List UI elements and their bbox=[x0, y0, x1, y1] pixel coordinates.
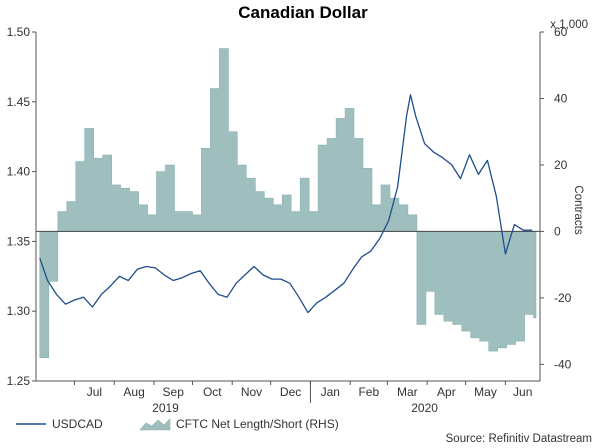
chart-title: Canadian Dollar bbox=[238, 3, 368, 22]
right-tick-label: 60 bbox=[554, 25, 568, 39]
x-year-label: 2020 bbox=[411, 401, 438, 415]
x-month-label: Aug bbox=[123, 385, 144, 399]
x-month-label: Nov bbox=[241, 385, 262, 399]
x-month-label: Sep bbox=[163, 385, 185, 399]
rhs-axis-label: Contracts bbox=[572, 185, 584, 234]
x-month-label: Jul bbox=[87, 385, 102, 399]
left-tick-label: 1.35 bbox=[7, 234, 31, 248]
right-tick-label: -40 bbox=[554, 357, 572, 371]
plot-area: 1.25 1.30 1.35 1.40 1.45 1.50 -40 -20 0 20 40 60 Jul… bbox=[7, 25, 572, 415]
right-tick-label: 0 bbox=[554, 224, 561, 238]
legend-cftc-swatch bbox=[139, 418, 171, 431]
legend-cftc-label: CFTC Net Length/Short (RHS) bbox=[176, 417, 339, 431]
x-month-label: Mar bbox=[397, 385, 418, 399]
cftc-area-series bbox=[39, 48, 537, 358]
legend: USDCAD CFTC Net Length/Short (RHS) bbox=[16, 417, 339, 431]
legend-usdcad-label: USDCAD bbox=[52, 417, 103, 431]
x-month-label: Jan bbox=[321, 385, 340, 399]
left-tick-label: 1.40 bbox=[7, 165, 31, 179]
rhs-unit-label: x 1,000 bbox=[550, 19, 588, 31]
x-month-label: Dec bbox=[280, 385, 301, 399]
right-tick-label: -20 bbox=[554, 291, 572, 305]
right-tick-label: 40 bbox=[554, 91, 568, 105]
x-month-label: May bbox=[474, 385, 497, 399]
right-tick-label: 20 bbox=[554, 158, 568, 172]
usdcad-line-series bbox=[39, 94, 533, 314]
x-month-label: Feb bbox=[358, 385, 379, 399]
left-tick-label: 1.50 bbox=[7, 25, 31, 39]
left-tick-label: 1.45 bbox=[7, 95, 31, 109]
x-month-label: Jun bbox=[513, 385, 532, 399]
x-month-label: Apr bbox=[437, 385, 456, 399]
left-tick-label: 1.25 bbox=[7, 374, 31, 388]
x-year-label: 2019 bbox=[152, 401, 179, 415]
left-tick-label: 1.30 bbox=[7, 304, 31, 318]
x-month-label: Oct bbox=[203, 385, 222, 399]
source-note: Source: Refinitiv Datastream bbox=[446, 433, 592, 445]
